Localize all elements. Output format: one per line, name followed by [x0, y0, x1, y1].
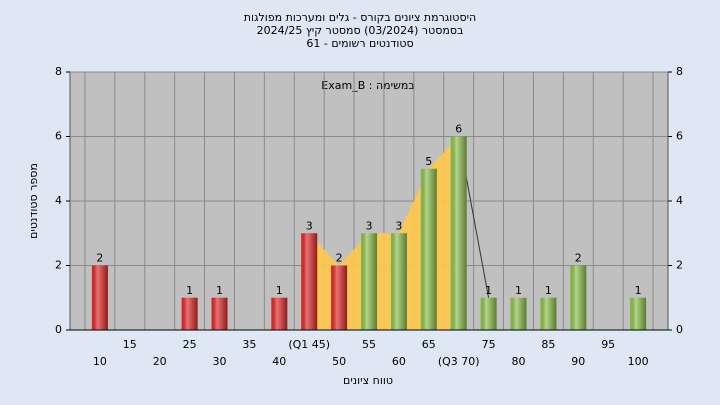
x-tick-label: 50	[332, 355, 346, 368]
value-label: 3	[395, 219, 402, 232]
x-tick-label: 95	[601, 338, 615, 351]
bar-shade	[390, 233, 407, 330]
bar-shade	[570, 265, 587, 330]
value-label: 1	[186, 284, 193, 297]
x-tick-label: 90	[571, 355, 585, 368]
y2-tick-label: 0	[676, 323, 683, 336]
bar-shade	[331, 265, 348, 330]
x-tick-label: 35	[242, 338, 256, 351]
x-tick-label: 75	[482, 338, 496, 351]
bar-shade	[91, 265, 108, 330]
title-line: היסטוגרמת ציונים בקורס - גלים ומערכות מפ…	[244, 11, 476, 24]
y-tick-label: 4	[55, 194, 62, 207]
bar-shade	[211, 297, 228, 330]
x-tick-label: 10	[93, 355, 107, 368]
y-tick-label: 0	[55, 323, 62, 336]
value-label: 1	[485, 284, 492, 297]
x-tick-label: 40	[272, 355, 286, 368]
bar-shade	[450, 136, 467, 330]
x-tick-label: 15	[123, 338, 137, 351]
bar-shade	[540, 297, 557, 330]
y2-tick-label: 8	[676, 65, 683, 78]
bar-shade	[361, 233, 377, 330]
y2-tick-label: 6	[676, 130, 683, 143]
value-label: 1	[545, 284, 552, 297]
value-label: 3	[306, 219, 313, 232]
value-label: 1	[276, 284, 283, 297]
y-tick-label: 6	[55, 130, 62, 143]
x-tick-label: 20	[153, 355, 167, 368]
value-label: 2	[96, 252, 103, 265]
y-tick-label: 2	[55, 259, 62, 272]
bar-shade	[181, 297, 198, 330]
x-tick-label: (Q1 45)	[288, 338, 330, 351]
bar-shade	[420, 168, 437, 330]
x-tick-label: 60	[392, 355, 406, 368]
title-line: בסמסטר (03/2024) סמסטר קיץ 2024/25	[257, 24, 464, 37]
x-tick-label: 65	[422, 338, 436, 351]
x-tick-label: 80	[512, 355, 526, 368]
value-label: 2	[336, 252, 343, 265]
value-label: 2	[575, 252, 582, 265]
x-tick-label: 55	[362, 338, 376, 351]
bar-shade	[271, 297, 288, 330]
x-tick-label: (Q3 70)	[438, 355, 480, 368]
y-axis-label: מספר סטודנטים	[27, 163, 40, 239]
title-line: סטודנטים רשומים - 61	[306, 37, 413, 50]
bar-shade	[510, 297, 527, 330]
y-tick-label: 8	[55, 65, 62, 78]
x-tick-label: 25	[183, 338, 197, 351]
value-label: 5	[425, 155, 432, 168]
bar-shade	[630, 297, 647, 330]
y2-tick-label: 4	[676, 194, 683, 207]
annotation: Exam_B : במשימה	[321, 79, 414, 92]
value-label: 1	[216, 284, 223, 297]
x-tick-label: 30	[213, 355, 227, 368]
x-tick-label: 100	[628, 355, 649, 368]
y2-tick-label: 2	[676, 259, 683, 272]
bar-shade	[480, 297, 497, 330]
value-label: 3	[366, 219, 373, 232]
value-label: 6	[455, 123, 462, 136]
x-axis-label: טווח ציונים	[343, 374, 393, 387]
value-label: 1	[515, 284, 522, 297]
x-tick-label: 85	[541, 338, 555, 351]
value-label: 1	[635, 284, 642, 297]
bar-shade	[301, 233, 318, 330]
